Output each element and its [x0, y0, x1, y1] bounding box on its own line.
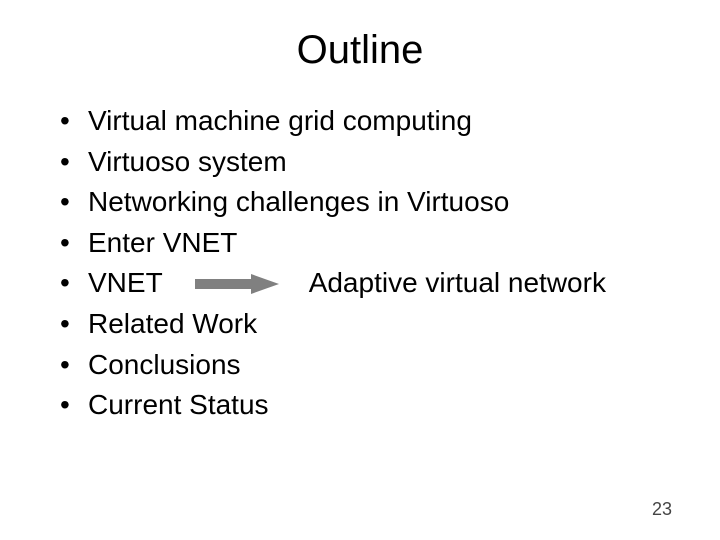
- list-item: • Conclusions: [60, 345, 680, 386]
- slide: Outline • Virtual machine grid computing…: [0, 0, 720, 540]
- list-item: • Current Status: [60, 385, 680, 426]
- bullet-text: Virtuoso system: [88, 142, 287, 183]
- bullet-dot: •: [60, 182, 88, 223]
- list-item: • Related Work: [60, 304, 680, 345]
- list-item: • Virtuoso system: [60, 142, 680, 183]
- list-item-with-arrow: • VNET Adaptive virtual network: [60, 263, 680, 304]
- bullet-text: Enter VNET: [88, 223, 237, 264]
- slide-title: Outline: [40, 28, 680, 73]
- bullet-text: Current Status: [88, 385, 269, 426]
- bullet-text-right: Adaptive virtual network: [309, 263, 606, 304]
- bullet-dot: •: [60, 223, 88, 264]
- bullet-dot: •: [60, 345, 88, 386]
- list-item: • Networking challenges in Virtuoso: [60, 182, 680, 223]
- bullet-dot: •: [60, 142, 88, 183]
- bullet-list: • Virtual machine grid computing • Virtu…: [40, 101, 680, 426]
- bullet-dot: •: [60, 101, 88, 142]
- list-item: • Virtual machine grid computing: [60, 101, 680, 142]
- bullet-text: Conclusions: [88, 345, 241, 386]
- bullet-text: Networking challenges in Virtuoso: [88, 182, 509, 223]
- bullet-dot: •: [60, 263, 88, 304]
- bullet-dot: •: [60, 304, 88, 345]
- arrow-icon: [191, 270, 281, 298]
- bullet-text: Related Work: [88, 304, 257, 345]
- bullet-text-left: VNET: [88, 263, 163, 304]
- bullet-text: Virtual machine grid computing: [88, 101, 472, 142]
- bullet-dot: •: [60, 385, 88, 426]
- page-number: 23: [652, 499, 672, 520]
- list-item: • Enter VNET: [60, 223, 680, 264]
